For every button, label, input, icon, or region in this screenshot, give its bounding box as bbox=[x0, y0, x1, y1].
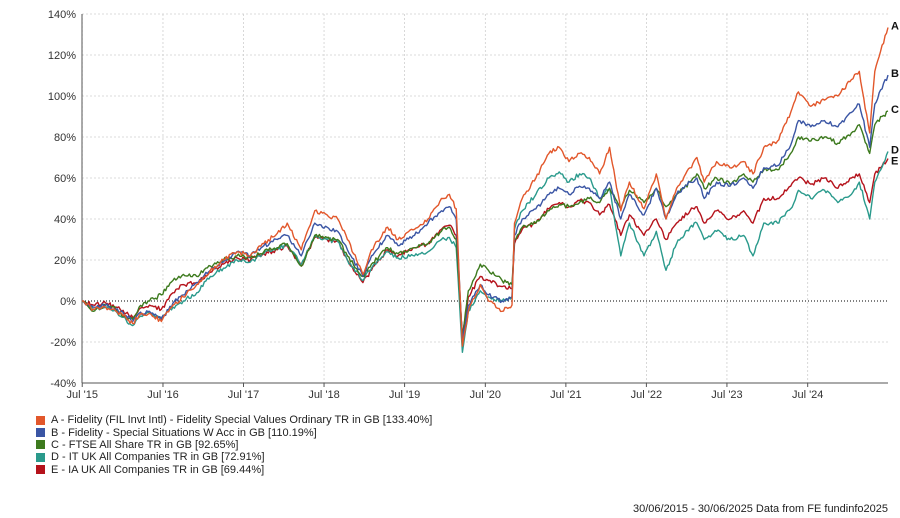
y-tick-label: 20% bbox=[54, 255, 76, 267]
chart-end-labels: A B C DE bbox=[891, 21, 899, 168]
series-line-a bbox=[81, 27, 889, 347]
chart-series bbox=[81, 27, 889, 353]
legend-label: B - Fidelity - Special Situations W Acc … bbox=[51, 426, 317, 439]
y-tick-label: 0% bbox=[60, 296, 76, 308]
legend-label: E - IA UK All Companies TR in GB [69.44%… bbox=[51, 463, 265, 476]
chart-legend: A - Fidelity (FIL Invt Intl) - Fidelity … bbox=[36, 414, 432, 476]
legend-label: C - FTSE All Share TR in GB [92.65%] bbox=[51, 438, 239, 451]
y-tick-label: 80% bbox=[54, 132, 76, 144]
y-tick-label: 60% bbox=[54, 173, 76, 185]
x-tick-label: Jul '15 bbox=[66, 389, 97, 401]
x-tick-label: Jul '22 bbox=[631, 389, 662, 401]
series-line-c bbox=[81, 110, 889, 339]
x-tick-label: Jul '18 bbox=[308, 389, 339, 401]
y-tick-label: 140% bbox=[48, 9, 76, 21]
chart-axes: -40% -20% 0% 20% 40% 60% 80% 100% 120% 140% Jul '1… bbox=[48, 9, 888, 401]
chart-footer-source: 30/06/2015 - 30/06/2025 Data from FE fun… bbox=[632, 503, 888, 515]
legend-item-e: E - IA UK All Companies TR in GB [69.44%… bbox=[36, 464, 432, 476]
x-tick-label: Jul '23 bbox=[711, 389, 742, 401]
x-tick-label: Jul '20 bbox=[470, 389, 501, 401]
series-end-label-b: B bbox=[891, 68, 899, 80]
x-tick-label: Jul '17 bbox=[228, 389, 259, 401]
legend-swatch bbox=[36, 440, 45, 450]
x-tick-label: Jul '24 bbox=[792, 389, 823, 401]
y-tick-label: -40% bbox=[50, 378, 76, 390]
legend-item-c: C - FTSE All Share TR in GB [92.65%] bbox=[36, 439, 432, 451]
series-end-label-c: C bbox=[891, 104, 899, 116]
legend-swatch bbox=[36, 465, 45, 475]
series-end-label-d: D bbox=[891, 145, 899, 157]
y-tick-label: -20% bbox=[50, 337, 76, 349]
legend-label: D - IT UK All Companies TR in GB [72.91%… bbox=[51, 451, 265, 464]
y-tick-label: 40% bbox=[54, 214, 76, 226]
legend-swatch bbox=[36, 452, 45, 462]
y-tick-label: 100% bbox=[48, 91, 76, 103]
legend-label: A - Fidelity (FIL Invt Intl) - Fidelity … bbox=[51, 414, 433, 427]
legend-item-b: B - Fidelity - Special Situations W Acc … bbox=[36, 426, 432, 439]
series-end-label-e: E bbox=[891, 156, 898, 168]
x-tick-label: Jul '16 bbox=[147, 389, 178, 401]
legend-item-a: A - Fidelity (FIL Invt Intl) - Fidelity … bbox=[36, 414, 432, 426]
legend-swatch bbox=[36, 428, 45, 438]
x-tick-label: Jul '21 bbox=[550, 389, 581, 401]
legend-swatch bbox=[36, 415, 45, 425]
x-tick-label: Jul '19 bbox=[389, 389, 420, 401]
performance-line-chart: -40% -20% 0% 20% 40% 60% 80% 100% 120% 140% Jul '1… bbox=[48, 9, 899, 401]
series-line-d bbox=[81, 151, 889, 353]
series-end-label-a: A bbox=[891, 21, 899, 33]
chart-gridlines bbox=[81, 13, 888, 384]
legend-item-d: D - IT UK All Companies TR in GB [72.91%… bbox=[36, 451, 432, 463]
y-tick-label: 120% bbox=[48, 50, 76, 62]
